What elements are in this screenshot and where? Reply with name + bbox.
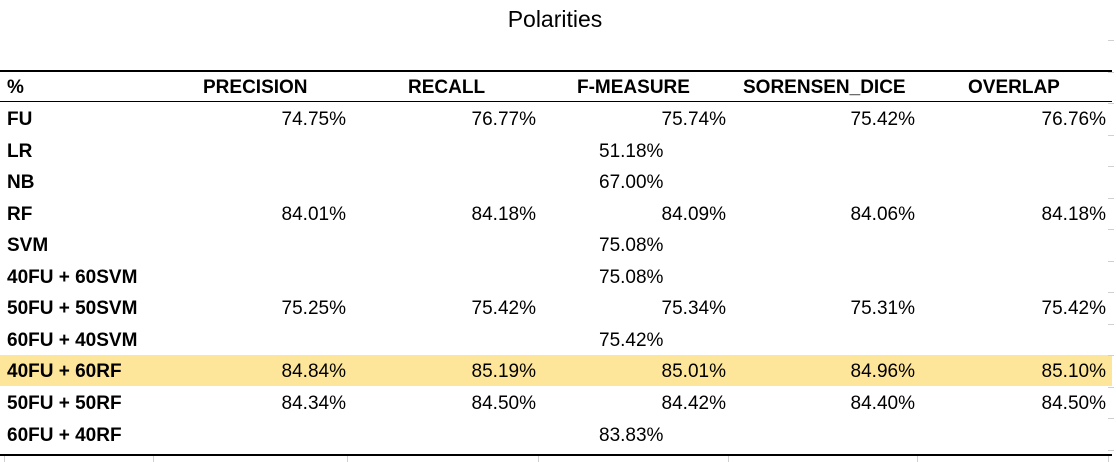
grid-tick: [1108, 292, 1114, 293]
header-recall: RECALL: [408, 77, 486, 98]
sorensen-dice-cell: 75.42%: [850, 109, 915, 130]
grid-tick: [1108, 197, 1114, 199]
grid-tick: [1108, 40, 1114, 41]
table-row: [0, 103, 1112, 134]
table-row: [0, 261, 1112, 292]
table-row: [0, 292, 1112, 323]
grid-tick: [4, 456, 5, 462]
grid-tick: [917, 456, 918, 462]
grid-tick: [1108, 355, 1114, 356]
grid-tick: [1108, 166, 1114, 167]
table-row: [0, 198, 1112, 229]
table-row: [0, 135, 1112, 166]
table-row: [0, 324, 1112, 355]
f-measure-cell: 51.18%: [599, 140, 664, 162]
header-rule: [0, 101, 1112, 102]
table-row: [0, 166, 1112, 197]
recall-cell: 85.19%: [471, 361, 536, 383]
grid-tick: [728, 456, 729, 462]
f-measure-cell: 75.34%: [661, 298, 726, 320]
row-label-cell: SVM: [7, 235, 49, 257]
f-measure-cell: 85.01%: [661, 361, 726, 383]
overlap-cell: 85.10%: [1041, 361, 1106, 383]
row-label-cell: 50FU + 50RF: [7, 392, 122, 414]
precision-cell: 84.01%: [281, 203, 346, 225]
grid-tick: [153, 456, 154, 462]
table-row: [0, 419, 1112, 450]
sorensen-dice-cell: 75.31%: [850, 298, 915, 320]
recall-cell: 84.18%: [471, 203, 536, 225]
bottom-rule: [0, 454, 1112, 456]
f-measure-cell: 75.42%: [599, 329, 664, 351]
row-label-cell: 60FU + 40SVM: [7, 329, 138, 351]
row-label-cell: 40FU + 60SVM: [7, 266, 138, 288]
grid-tick: [1108, 323, 1114, 325]
row-label-cell: LR: [7, 140, 33, 162]
grid-tick: [1108, 456, 1109, 462]
overlap-cell: 84.18%: [1041, 203, 1106, 225]
sorensen-dice-cell: 84.06%: [850, 203, 915, 225]
grid-tick: [347, 456, 348, 462]
sorensen-dice-cell: 84.40%: [850, 392, 915, 414]
table-row-highlighted: [0, 355, 1112, 387]
overlap-cell: 84.50%: [1041, 392, 1106, 414]
table-title: Polarities: [507, 6, 603, 32]
f-measure-cell: 75.08%: [599, 266, 664, 288]
overlap-cell: 76.76%: [1041, 109, 1106, 130]
grid-tick: [1108, 71, 1114, 73]
row-label-cell: NB: [7, 172, 35, 194]
grid-tick: [1108, 386, 1114, 388]
recall-cell: 84.50%: [471, 392, 536, 414]
table-row: [0, 387, 1112, 418]
precision-cell: 84.84%: [281, 361, 346, 383]
precision-cell: 74.75%: [281, 109, 346, 130]
grid-tick: [538, 456, 539, 462]
grid-tick: [1108, 418, 1114, 419]
row-label-cell: 40FU + 60RF: [7, 361, 122, 383]
f-measure-cell: 75.08%: [599, 235, 664, 257]
grid-tick: [1108, 449, 1114, 451]
row-label-cell: FU: [7, 109, 33, 130]
header-sorensen-dice: SORENSEN_DICE: [743, 77, 906, 98]
grid-tick: [1108, 134, 1114, 136]
header-f-measure: F-MEASURE: [577, 77, 690, 98]
grid-tick: [1108, 229, 1114, 230]
top-rule: [0, 70, 1112, 72]
f-measure-cell: 84.42%: [661, 392, 726, 414]
header-overlap: OVERLAP: [968, 77, 1060, 98]
sorensen-dice-cell: 84.96%: [850, 361, 915, 383]
recall-cell: 75.42%: [471, 298, 536, 320]
f-measure-cell: 75.74%: [661, 109, 726, 130]
precision-cell: 84.34%: [281, 392, 346, 414]
table-row: [0, 229, 1112, 260]
f-measure-cell: 67.00%: [599, 172, 664, 194]
header-percent: %: [7, 77, 24, 98]
f-measure-cell: 83.83%: [599, 424, 664, 446]
row-label-cell: 60FU + 40RF: [7, 424, 122, 446]
recall-cell: 76.77%: [471, 109, 536, 130]
f-measure-cell: 84.09%: [661, 203, 726, 225]
overlap-cell: 75.42%: [1041, 298, 1106, 320]
row-label-cell: 50FU + 50SVM: [7, 298, 138, 320]
header-precision: PRECISION: [203, 77, 308, 98]
grid-tick: [1108, 260, 1114, 262]
precision-cell: 75.25%: [281, 298, 346, 320]
row-label-cell: RF: [7, 203, 33, 225]
grid-tick: [1108, 103, 1114, 104]
